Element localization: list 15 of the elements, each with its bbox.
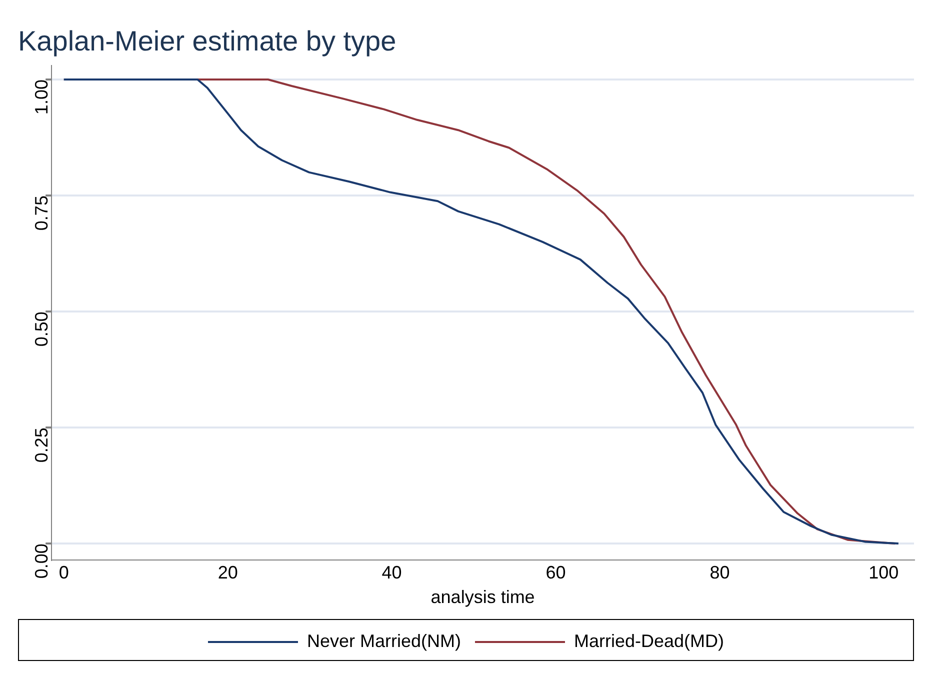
x-tick-label: 80	[710, 562, 730, 583]
x-tick-label: 100	[868, 562, 899, 583]
y-tick-label: 0.25	[32, 428, 52, 463]
y-tick-label: 1.00	[32, 80, 52, 115]
x-tick-label: 60	[546, 562, 566, 583]
y-tick-label: 0.00	[32, 544, 52, 579]
y-tick-label: 0.75	[32, 196, 52, 231]
chart-title: Kaplan-Meier estimate by type	[18, 26, 396, 57]
legend-label: Married-Dead(MD)	[574, 630, 724, 651]
x-tick-label: 0	[58, 562, 69, 583]
x-axis-title: analysis time	[430, 587, 535, 608]
x-tick-label: 40	[382, 562, 402, 583]
x-tick-label: 20	[218, 562, 238, 583]
legend-label: Never Married(NM)	[306, 630, 461, 651]
y-tick-label: 0.50	[32, 312, 52, 347]
